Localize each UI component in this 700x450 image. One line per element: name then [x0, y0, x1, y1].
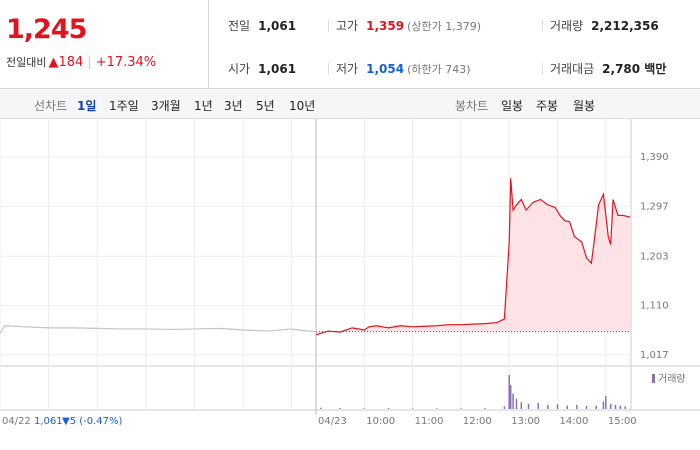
stat: 전일 1,061 [228, 17, 296, 34]
legend-label: 거래량 [658, 373, 686, 385]
tab[interactable]: 3개월 [151, 99, 181, 113]
tab[interactable]: 주봉 [536, 99, 559, 113]
stat-label: 시가 [228, 62, 251, 76]
stat-label: 고가 [336, 19, 359, 33]
stat: 시가 1,061 [228, 60, 296, 77]
legend-swatch [652, 374, 655, 383]
stat: 고가 1,359 (상한가 1,379) [336, 17, 481, 34]
area [316, 178, 630, 335]
price-line [315, 178, 631, 336]
price-box: 1,245 전일대비 ▲184 | +17.34% [0, 0, 209, 88]
change-rate: +17.34% [95, 55, 157, 70]
stat-note: (상한가 1,379) [407, 20, 481, 33]
chart: 1,017 1,110 1,203 1,297 1,390 04/22 10:00 11:00… [0, 119, 700, 427]
tab-group-label: 선차트 [34, 99, 68, 113]
stat-value: 1,054 [366, 62, 405, 76]
y-tick-label: 1,390 [640, 152, 669, 163]
tab[interactable]: 3년 [224, 99, 243, 113]
x-tick-label: 11:00 [415, 416, 444, 427]
change-label: 전일대비 [6, 56, 47, 69]
tab[interactable]: 1년 [194, 99, 213, 113]
prev-close: 1,061 [34, 416, 63, 427]
tab[interactable]: 1주일 [109, 99, 139, 113]
day-label: 04/23 [318, 416, 347, 427]
stat-value: 1,061 [258, 62, 297, 76]
stat: 저가 1,054 (하한가 743) [336, 60, 471, 77]
change-amount: ▲184 [48, 55, 84, 70]
tab-bar: 선차트 1일 1주일 3개월 1년 3년 5년 10년 봉차트 일봉 주봉 월봉 [0, 89, 700, 119]
tab[interactable]: 10년 [289, 99, 316, 113]
stat-note: (하한가 743) [407, 63, 471, 76]
tab[interactable]: 일봉 [501, 99, 524, 113]
stat-value: 2,780 백만 [602, 62, 667, 76]
stat: 거래대금 2,780 백만 [550, 60, 666, 77]
x-tick-label: 12:00 [463, 416, 492, 427]
x-tick-label: 14:00 [560, 416, 589, 427]
change: 전일대비 ▲184 | +17.34% [6, 54, 156, 70]
prev-change: ▼5 (-0.47%) [62, 416, 123, 427]
price-line [0, 325, 317, 334]
divider [328, 63, 329, 75]
stat-label: 거래대금 [550, 62, 595, 76]
divider [542, 63, 543, 75]
tab[interactable]: 월봉 [573, 99, 596, 113]
stat-value: 1,359 [366, 19, 405, 33]
current-price: 1,245 [6, 14, 87, 45]
y-tick-label: 1,017 [640, 350, 669, 361]
x-tick-label: 15:00 [608, 416, 637, 427]
divider [328, 20, 329, 32]
stat-label: 전일 [228, 19, 251, 33]
x-tick-label: 10:00 [366, 416, 395, 427]
y-tick-label: 1,110 [640, 301, 669, 312]
stat: 거래량 2,212,356 [550, 17, 659, 34]
tab[interactable]: 1일 [77, 99, 97, 113]
divider [542, 20, 543, 32]
x-tick-label: 13:00 [511, 416, 540, 427]
stat-label: 거래량 [550, 19, 584, 33]
separator: | [87, 55, 92, 70]
y-tick-label: 1,203 [640, 251, 669, 262]
stat-value: 1,061 [258, 19, 297, 33]
stat-label: 저가 [336, 62, 359, 76]
tab-group-label: 봉차트 [455, 99, 489, 113]
summary: 1,245 전일대비 ▲184 | +17.34% 전일 1,061 고가 1,359 (상한… [0, 0, 700, 89]
stat-value: 2,212,356 [591, 19, 659, 33]
day-label: 04/22 [2, 416, 31, 427]
tab[interactable]: 5년 [256, 99, 275, 113]
y-tick-label: 1,297 [640, 201, 669, 212]
